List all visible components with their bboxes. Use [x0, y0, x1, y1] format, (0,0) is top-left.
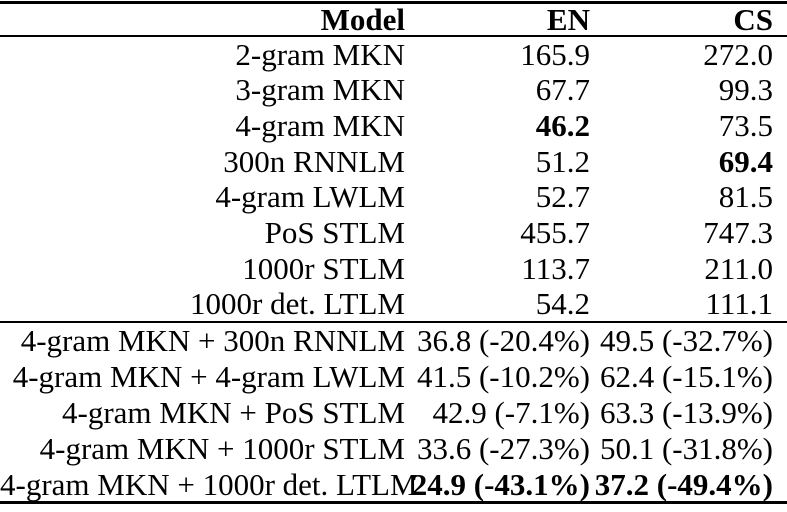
interpolated-models-section: 4-gram MKN + 300n RNNLM 36.8 (-20.4%) 49.5… — [0, 320, 787, 503]
table-row: 4-gram MKN + 1000r det. LTLM 24.9 (-43.1%… — [0, 467, 787, 503]
column-header-cs: CS — [590, 2, 787, 37]
en-value-cell: 33.6 (-27.3%) — [416, 431, 590, 467]
model-name-cell: 4-gram MKN + 300n RNNLM — [0, 320, 405, 359]
table-row: 4-gram MKN + 4-gram LWLM 41.5 (-10.2%) 62.… — [0, 358, 787, 394]
table-row: 4-gram MKN + 300n RNNLM 36.8 (-20.4%) 49.5… — [0, 320, 787, 359]
model-name-cell: 3-gram MKN — [235, 72, 405, 108]
model-name-cell: 1000r det. LTLM — [190, 286, 405, 322]
en-value-cell: 52.7 — [535, 179, 590, 215]
table-row: PoS STLM 455.7 747.3 — [0, 215, 787, 251]
en-value-cell: 51.2 — [535, 143, 590, 179]
cs-value-cell: 69.4 — [718, 143, 773, 179]
en-value-cell: 42.9 (-7.1%) — [432, 394, 590, 430]
model-name-cell: 2-gram MKN — [235, 36, 405, 72]
en-value-cell: 46.2 — [535, 107, 590, 143]
table-header-row: Model EN CS — [0, 2, 787, 37]
en-value-cell: 41.5 (-10.2%) — [416, 358, 590, 394]
model-name-cell: 4-gram MKN + 1000r det. LTLM — [0, 466, 418, 502]
cs-value-cell: 37.2 (-49.4%) — [594, 466, 773, 502]
cs-value-cell: 747.3 — [703, 215, 773, 251]
cs-value-cell: 62.4 (-15.1%) — [599, 358, 773, 394]
table-row: 4-gram MKN + 1000r STLM 33.6 (-27.3%) 50.1… — [0, 431, 787, 467]
en-value-cell: 67.7 — [535, 72, 590, 108]
table-row: 3-gram MKN 67.7 99.3 — [0, 72, 787, 108]
table-header: Model EN CS — [0, 2, 787, 37]
cs-value-cell: 50.1 (-31.8%) — [599, 431, 773, 467]
model-name-cell: 4-gram MKN + PoS STLM — [62, 394, 405, 430]
cs-value-cell: 99.3 — [718, 72, 773, 108]
cs-value-cell: 73.5 — [718, 107, 773, 143]
single-models-section: 2-gram MKN 165.9 272.0 3-gram MKN 67.7 99.3 4-… — [0, 36, 787, 322]
en-value-cell: 36.8 (-20.4%) — [405, 320, 590, 359]
cs-value-cell: 111.1 — [705, 286, 773, 322]
model-name-cell: 4-gram LWLM — [215, 179, 405, 215]
table-row: 300n RNNLM 51.2 69.4 — [0, 143, 787, 179]
table-row: 2-gram MKN 165.9 272.0 — [0, 36, 787, 72]
model-name-cell: PoS STLM — [264, 215, 405, 251]
table-row: 4-gram MKN + PoS STLM 42.9 (-7.1%) 63.3 (-… — [0, 394, 787, 430]
table-row: 1000r det. LTLM 54.2 111.1 — [0, 286, 787, 322]
cs-value-cell: 81.5 — [718, 179, 773, 215]
en-value-cell: 113.7 — [521, 250, 590, 286]
en-value-cell: 165.9 — [520, 36, 590, 72]
column-header-en: EN — [405, 2, 590, 37]
table-row: 1000r STLM 113.7 211.0 — [0, 251, 787, 287]
model-name-cell: 4-gram MKN + 4-gram LWLM — [12, 358, 405, 394]
cs-value-cell: 49.5 (-32.7%) — [590, 320, 787, 359]
model-name-cell: 4-gram MKN — [235, 107, 405, 143]
model-name-cell: 300n RNNLM — [223, 143, 405, 179]
en-value-cell: 24.9 (-43.1%) — [411, 466, 590, 502]
en-value-cell: 455.7 — [520, 215, 590, 251]
model-name-cell: 4-gram MKN + 1000r STLM — [39, 431, 405, 467]
cs-value-cell: 63.3 (-13.9%) — [599, 394, 773, 430]
table-row: 4-gram LWLM 52.7 81.5 — [0, 179, 787, 215]
model-name-cell: 1000r STLM — [242, 250, 405, 286]
cs-value-cell: 272.0 — [703, 36, 773, 72]
table-row: 4-gram MKN 46.2 73.5 — [0, 108, 787, 144]
column-header-model: Model — [0, 2, 405, 37]
en-value-cell: 54.2 — [535, 286, 590, 322]
cs-value-cell: 211.0 — [704, 250, 773, 286]
